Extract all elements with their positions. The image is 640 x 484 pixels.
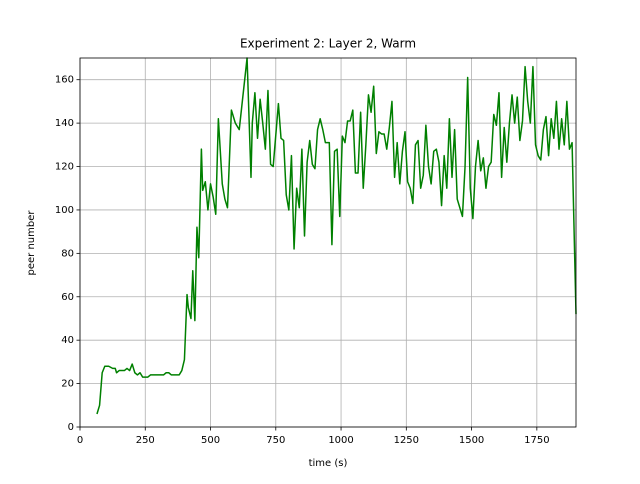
y-tick-label: 100 [55,205,74,216]
y-tick-label: 80 [61,248,74,259]
y-tick-label: 20 [61,379,74,390]
x-tick-label: 500 [201,435,220,446]
y-tick-label: 140 [55,118,74,129]
x-tick-label: 250 [136,435,155,446]
y-tick-label: 0 [68,422,74,433]
y-tick-label: 60 [61,292,74,303]
y-tick-label: 120 [55,162,74,173]
x-tick-label: 0 [77,435,83,446]
x-axis-label: time (s) [309,458,348,469]
y-axis-label: peer number [26,210,37,276]
x-tick-label: 1500 [459,435,484,446]
y-tick-label: 160 [55,75,74,86]
plot-frame [79,57,577,428]
data-line [96,57,577,415]
x-tick-label: 1000 [328,435,353,446]
x-tick-label: 1750 [524,435,549,446]
x-tick-label: 1250 [394,435,419,446]
chart-title: Experiment 2: Layer 2, Warm [240,37,416,51]
x-tick-label: 750 [266,435,285,446]
y-tick-label: 40 [61,335,74,346]
